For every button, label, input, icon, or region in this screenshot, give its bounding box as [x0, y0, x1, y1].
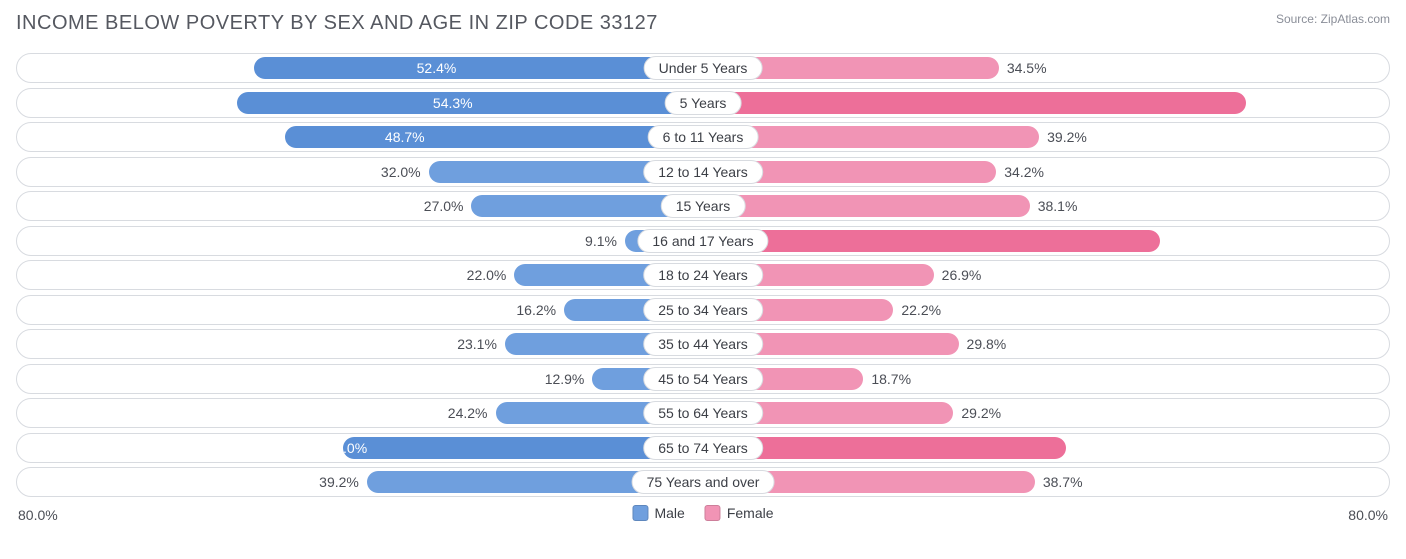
legend: Male Female — [632, 505, 773, 521]
chart-row: 54.3% 63.3% 5 Years — [16, 88, 1390, 118]
legend-item-female: Female — [705, 505, 774, 521]
chart-row: 52.4% 34.5% Under 5 Years — [16, 53, 1390, 83]
female-value: 29.2% — [961, 399, 1001, 427]
female-value: 39.2% — [1047, 123, 1087, 151]
male-value: 23.1% — [457, 330, 497, 358]
female-value: 22.2% — [901, 296, 941, 324]
chart-title: INCOME BELOW POVERTY BY SEX AND AGE IN Z… — [16, 12, 658, 35]
category-label: 35 to 44 Years — [643, 332, 763, 356]
female-swatch-icon — [705, 505, 721, 521]
chart-row: 39.2% 38.7% 75 Years and over — [16, 467, 1390, 497]
category-label: 75 Years and over — [632, 470, 775, 494]
female-value: 34.2% — [1004, 158, 1044, 186]
category-label: 18 to 24 Years — [643, 263, 763, 287]
category-label: 25 to 34 Years — [643, 298, 763, 322]
source-attribution: Source: ZipAtlas.com — [1276, 12, 1390, 26]
category-label: 45 to 54 Years — [643, 367, 763, 391]
chart-row: 24.2% 29.2% 55 to 64 Years — [16, 398, 1390, 428]
female-bar — [703, 195, 1030, 217]
chart-row: 32.0% 34.2% 12 to 14 Years — [16, 157, 1390, 187]
chart-row: 16.2% 22.2% 25 to 34 Years — [16, 295, 1390, 325]
category-label: 6 to 11 Years — [648, 125, 759, 149]
male-value: 16.2% — [516, 296, 556, 324]
male-value: 42.0% — [317, 434, 377, 462]
male-value: 12.9% — [545, 365, 585, 393]
axis-max-right: 80.0% — [1348, 507, 1388, 523]
female-value: 26.9% — [942, 261, 982, 289]
category-label: 12 to 14 Years — [643, 160, 763, 184]
chart-row: 9.1% 53.3% 16 and 17 Years — [16, 226, 1390, 256]
diverging-bar-chart: 52.4% 34.5% Under 5 Years 54.3% 63.3% 5 Years… — [16, 53, 1390, 497]
chart-row: 23.1% 29.8% 35 to 44 Years — [16, 329, 1390, 359]
male-value: 54.3% — [423, 89, 483, 117]
legend-item-male: Male — [632, 505, 684, 521]
female-value: 29.8% — [967, 330, 1007, 358]
male-value: 52.4% — [407, 54, 467, 82]
female-value: 38.7% — [1043, 468, 1083, 496]
male-bar — [254, 57, 703, 79]
male-bar — [285, 126, 703, 148]
male-value: 22.0% — [467, 261, 507, 289]
chart-row: 12.9% 18.7% 45 to 54 Years — [16, 364, 1390, 394]
category-label: 65 to 74 Years — [643, 436, 763, 460]
category-label: 5 Years — [665, 91, 742, 115]
male-swatch-icon — [632, 505, 648, 521]
female-value: 42.3% — [1026, 434, 1389, 462]
category-label: 15 Years — [661, 194, 746, 218]
male-value: 39.2% — [319, 468, 359, 496]
chart-row: 48.7% 39.2% 6 to 11 Years — [16, 122, 1390, 152]
male-value: 27.0% — [424, 192, 464, 220]
female-value: 63.3% — [846, 89, 1389, 117]
female-value: 53.3% — [932, 227, 1389, 255]
female-value: 18.7% — [871, 365, 911, 393]
chart-row: 22.0% 26.9% 18 to 24 Years — [16, 260, 1390, 290]
chart-row: 42.0% 42.3% 65 to 74 Years — [16, 433, 1390, 463]
category-label: 55 to 64 Years — [643, 401, 763, 425]
legend-female-label: Female — [727, 505, 774, 521]
female-value: 34.5% — [1007, 54, 1047, 82]
male-value: 32.0% — [381, 158, 421, 186]
axis-max-left: 80.0% — [18, 507, 58, 523]
male-value: 24.2% — [448, 399, 488, 427]
chart-row: 27.0% 38.1% 15 Years — [16, 191, 1390, 221]
legend-male-label: Male — [654, 505, 684, 521]
category-label: 16 and 17 Years — [637, 229, 768, 253]
male-value: 9.1% — [585, 227, 617, 255]
female-value: 38.1% — [1038, 192, 1078, 220]
male-value: 48.7% — [375, 123, 435, 151]
category-label: Under 5 Years — [644, 56, 763, 80]
